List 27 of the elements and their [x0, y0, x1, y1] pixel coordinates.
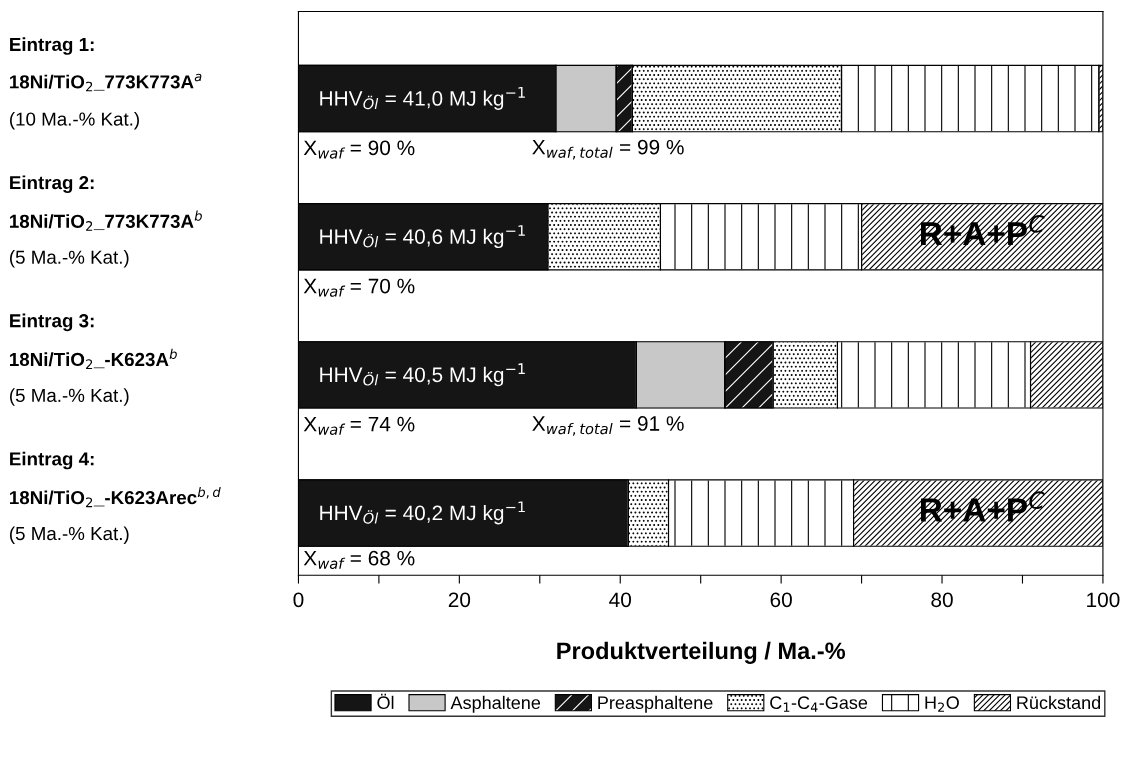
annotation: HHV$_{Öl}$ = 41,0 MJ kg$^{−1}$	[320, 87, 525, 110]
annotation: HHV$_{Öl}$ = 40,5 MJ kg$^{−1}$	[320, 363, 525, 387]
category-label: Eintrag 4: 18Ni/TiO$_{2}$_-K623Arec$^{b,d}$ (5 Ma.-% Kat.)	[10, 451, 221, 544]
annotation: X$_{waf}$ = 90 %	[303, 140, 415, 159]
legend-label: C$_{1}$-C$_{4}$-Gase	[770, 696, 868, 712]
annotation: X$_{waf}$ = 70 %	[303, 278, 415, 297]
annotation: X$_{waf}$ = 68 %	[303, 550, 415, 569]
x-axis-title: Produktverteilung / Ma.-%	[557, 641, 846, 664]
category-label: Eintrag 1: 18Ni/TiO$_{2}$_773K773A$^{a}$ (10 Ma.-% Kat.)	[10, 37, 202, 130]
annotation: X$_{waf,total}$ = 91 %	[532, 416, 684, 436]
x-tick-label: 20	[448, 592, 471, 608]
category-label: Eintrag 2: 18Ni/TiO$_{2}$_773K773A$^{b}$ (5 Ma.-% Kat.)	[10, 175, 202, 268]
x-tick-label: 80	[931, 592, 953, 608]
annotation: HHV$_{Öl}$ = 40,2 MJ kg$^{−1}$	[320, 501, 525, 525]
legend-label: H$_{2}$O	[925, 696, 959, 712]
annotation: HHV$_{Öl}$ = 40,6 MJ kg$^{−1}$	[320, 225, 525, 249]
legend-label: Preasphaltene	[598, 695, 713, 713]
annotation: X$_{waf}$ = 74 %	[303, 416, 415, 435]
x-tick-label: 40	[609, 592, 632, 608]
legend-label: Asphaltene	[450, 695, 541, 713]
legend-label: Öl	[377, 693, 394, 710]
legend-label: Rückstand	[1017, 695, 1101, 710]
annotation: X$_{waf,total}$ = 99 %	[532, 139, 684, 160]
x-tick-label: 100	[1087, 592, 1120, 608]
x-tick-label: 60	[770, 592, 792, 608]
x-tick-label: 0	[293, 592, 304, 608]
category-label: Eintrag 3: 18Ni/TiO$_{2}$_-K623A$^{b}$ (5 Ma.-% Kat.)	[10, 313, 177, 406]
